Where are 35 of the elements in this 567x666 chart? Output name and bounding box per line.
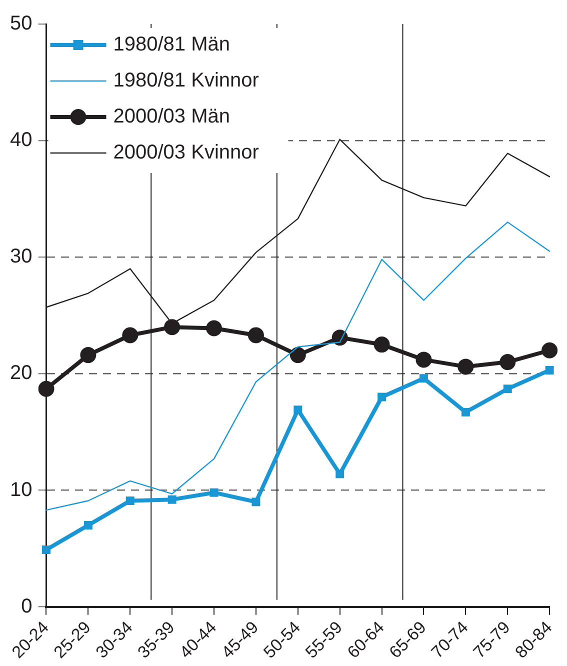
point	[168, 495, 176, 504]
point	[206, 320, 222, 336]
legend-label: 1980/81 Kvinnor	[113, 70, 260, 92]
y-tick-label: 40	[10, 129, 32, 152]
point	[164, 319, 180, 336]
point	[500, 354, 516, 370]
point	[122, 327, 138, 344]
point	[336, 470, 344, 478]
point	[503, 384, 512, 394]
point	[542, 342, 558, 358]
point	[84, 520, 92, 530]
point	[294, 406, 302, 414]
point	[290, 347, 306, 364]
y-tick-label: 10	[10, 478, 32, 501]
legend-label: 2000/03 Män	[113, 106, 230, 128]
y-tick-label: 20	[10, 362, 32, 384]
point	[248, 327, 264, 344]
point	[461, 408, 470, 416]
y-tick-label: 30	[10, 246, 32, 268]
point	[416, 352, 432, 368]
point	[42, 545, 50, 554]
y-tick-label: 50	[10, 12, 32, 35]
point	[378, 392, 386, 402]
point	[374, 336, 390, 353]
point	[210, 488, 218, 497]
y-tick-label: 0	[21, 595, 32, 618]
legend-label: 1980/81 Män	[113, 34, 230, 56]
point	[420, 374, 428, 383]
point	[80, 347, 96, 364]
point	[458, 358, 474, 375]
point	[252, 498, 260, 506]
legend-label: 2000/03 Kvinnor	[113, 142, 260, 164]
point	[545, 366, 554, 374]
point	[126, 496, 134, 505]
point	[38, 380, 54, 397]
